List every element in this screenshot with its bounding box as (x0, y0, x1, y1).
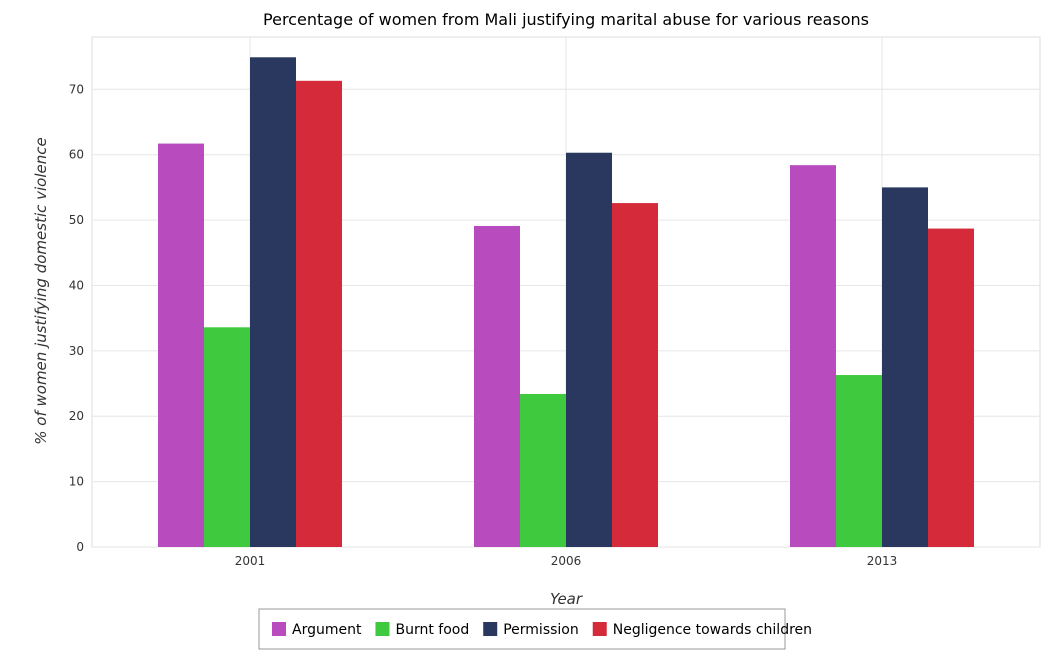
legend-swatch (375, 622, 390, 636)
x-tick-label: 2013 (867, 554, 898, 568)
y-tick-label: 60 (69, 148, 84, 162)
legend-swatch (483, 622, 498, 636)
y-axis-label: % of women justifying domestic violence (32, 137, 50, 445)
legend-label: Permission (503, 622, 579, 638)
legend-box (258, 608, 786, 650)
y-tick-label: 30 (69, 344, 84, 358)
legend-swatch (592, 622, 607, 636)
y-tick-label: 50 (69, 213, 84, 227)
axes: 0 10 20 30 40 50 60 70 2001 2006 2013 (69, 82, 898, 568)
y-tick-label: 40 (69, 278, 84, 292)
y-tick-label: 0 (76, 540, 84, 554)
x-tick-label: 2006 (551, 554, 582, 568)
bar (790, 165, 836, 547)
chart-title: Percentage of women from Mali justifying… (263, 10, 869, 29)
y-tick-label: 70 (69, 82, 84, 96)
bar (928, 228, 974, 548)
bar (566, 152, 612, 547)
bar (612, 203, 658, 548)
bar (296, 80, 342, 548)
legend: Argument Burnt food Permission Negligence t… (258, 608, 812, 650)
bar (158, 143, 204, 548)
x-axis-label: Year (550, 590, 583, 608)
bar (520, 394, 566, 547)
bar (836, 375, 882, 547)
bar (474, 225, 520, 547)
bars (158, 57, 974, 548)
x-tick-label: 2001 (235, 554, 266, 568)
y-tick-label: 20 (69, 409, 84, 423)
bar (250, 57, 296, 548)
bar (204, 327, 250, 547)
legend-label: Argument (292, 622, 362, 638)
legend-label: Negligence towards children (613, 622, 812, 638)
legend-swatch (272, 622, 286, 636)
legend-label: Burnt food (395, 622, 469, 638)
bar (882, 187, 928, 547)
y-tick-label: 10 (69, 475, 84, 489)
